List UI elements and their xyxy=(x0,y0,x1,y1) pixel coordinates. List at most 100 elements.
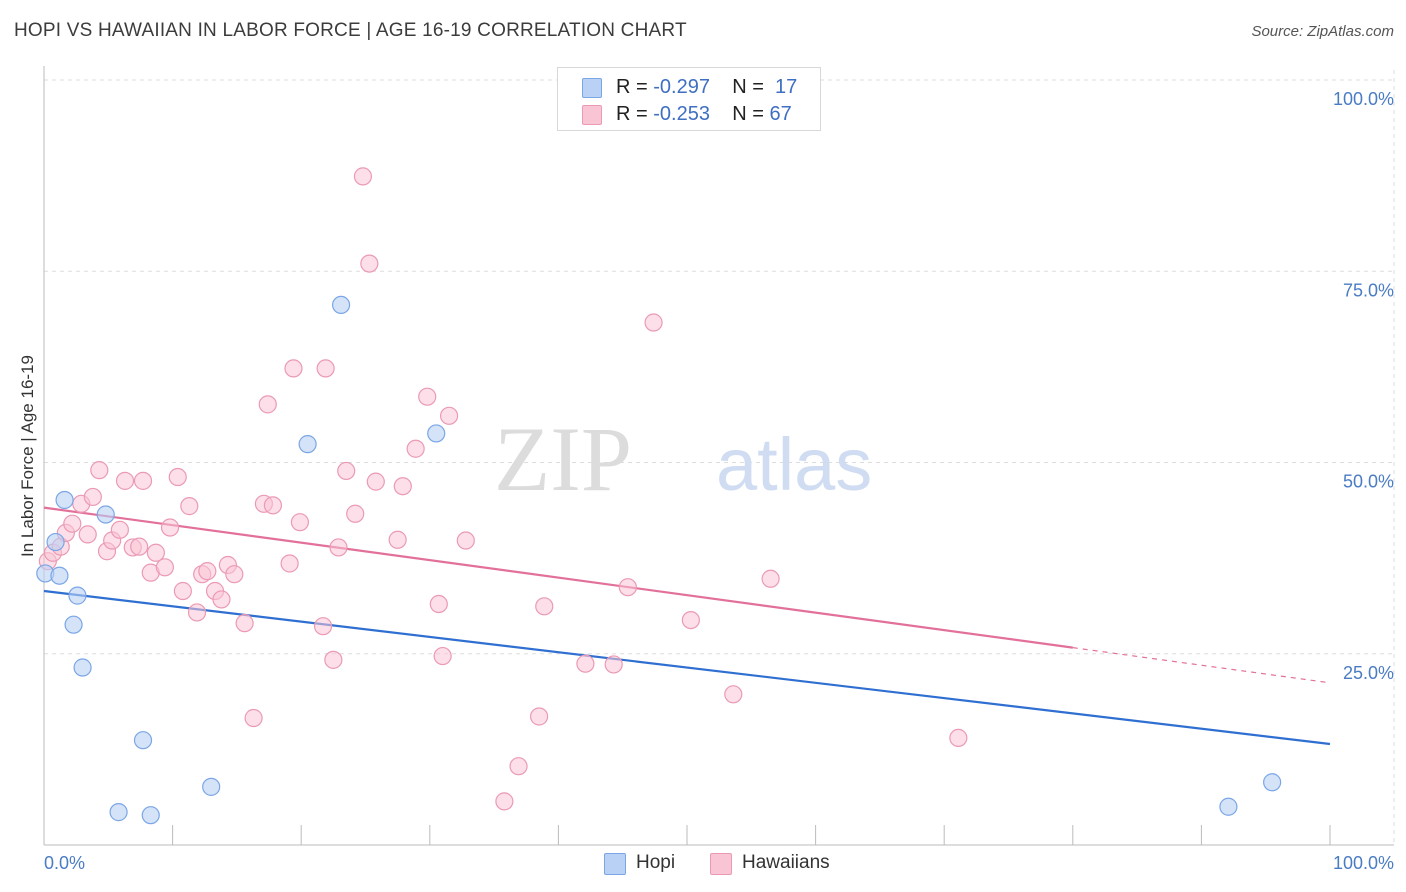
y-tick-label: 25.0% xyxy=(1343,663,1394,683)
hawaiians-point xyxy=(949,728,968,748)
watermark-atlas: atlas xyxy=(716,423,872,506)
hopi-r-value: -0.297 xyxy=(653,76,710,98)
hawaiians-point xyxy=(530,707,549,726)
hawaiians-point xyxy=(456,531,475,550)
hopi-point xyxy=(68,586,87,605)
hawaiians-point xyxy=(146,543,165,562)
hawaiians-point xyxy=(235,614,254,633)
hopi-legend-swatch xyxy=(604,853,626,875)
hawaiians-point xyxy=(225,565,244,584)
data-points xyxy=(36,167,1282,825)
trendlines xyxy=(43,506,1331,746)
hawaiians-point xyxy=(495,792,514,811)
hopi-n-value: 17 xyxy=(775,76,798,98)
source-label: Source: ZipAtlas.com xyxy=(1251,23,1394,40)
hopi-trendline xyxy=(43,589,1331,746)
hawaiians-point xyxy=(724,685,743,704)
hawaiians-point xyxy=(280,554,299,573)
x-tick-label: 0.0% xyxy=(44,853,85,873)
hawaiians-point xyxy=(160,518,180,537)
hawaiians-point xyxy=(439,406,459,425)
hawaiians-point xyxy=(535,597,554,616)
hawaiians-point xyxy=(337,461,356,481)
hawaiians-trendline xyxy=(43,506,1073,649)
hawaiians-point xyxy=(284,359,303,378)
hawaiians-point xyxy=(329,538,348,557)
hawaiians-point xyxy=(324,650,343,669)
hawaiians-point xyxy=(198,562,217,581)
hopi-legend-label: Hopi xyxy=(636,852,676,873)
hopi-point xyxy=(109,803,128,822)
hawaiians-point xyxy=(133,471,153,490)
hawaiians-n-value: 67 xyxy=(769,103,792,125)
hawaiians-point xyxy=(433,646,452,666)
hawaiians-swatch xyxy=(582,105,602,125)
hawaiians-point xyxy=(212,590,231,609)
hopi-point xyxy=(64,615,83,634)
hawaiians-point xyxy=(388,530,407,549)
hopi-n-label: N = xyxy=(732,76,764,98)
hawaiians-point xyxy=(681,610,700,630)
hawaiians-n-label: N = xyxy=(732,103,764,125)
hopi-point xyxy=(133,731,153,750)
hawaiians-point xyxy=(110,520,129,539)
y-tick-label: 75.0% xyxy=(1343,280,1394,300)
hawaiians-point xyxy=(576,654,595,673)
tick-labels: 25.0% 50.0% 75.0% 100.0% 0.0% 100.0% xyxy=(44,89,1394,873)
hawaiians-point xyxy=(63,514,82,533)
hawaiians-r-label: R = xyxy=(616,103,648,125)
hawaiians-point xyxy=(290,513,310,532)
y-tick-label: 50.0% xyxy=(1343,472,1394,492)
hawaiians-point xyxy=(313,617,333,636)
watermark: ZIP atlas xyxy=(494,408,872,510)
hawaiians-point xyxy=(244,708,263,728)
x-tick-label: 100.0% xyxy=(1333,853,1394,873)
hopi-point xyxy=(73,658,92,677)
hopi-swatch xyxy=(582,78,602,98)
hawaiians-point xyxy=(618,578,637,597)
chart-title: HOPI VS HAWAIIAN IN LABOR FORCE | AGE 16… xyxy=(14,20,687,41)
hawaiians-point xyxy=(83,487,102,507)
hawaiians-point xyxy=(258,395,277,414)
hawaiians-point xyxy=(263,496,283,515)
hawaiians-trendline-extension xyxy=(1072,647,1331,684)
hopi-point xyxy=(50,566,69,585)
hawaiians-point xyxy=(168,467,187,487)
hawaiians-point xyxy=(429,594,448,614)
hawaiians-point xyxy=(78,525,97,544)
hawaiians-point xyxy=(509,757,528,776)
hawaiians-point xyxy=(393,477,412,496)
hawaiians-point xyxy=(90,461,109,480)
axes xyxy=(43,66,1394,846)
hawaiians-point xyxy=(115,471,135,490)
hawaiians-point xyxy=(155,558,174,577)
hawaiians-point xyxy=(130,537,149,556)
hawaiians-point xyxy=(604,655,623,674)
hopi-r-label: R = xyxy=(616,76,648,98)
hawaiians-legend-label: Hawaiians xyxy=(742,852,830,873)
y-axis-label: In Labor Force | Age 16-19 xyxy=(18,355,37,557)
watermark-zip: ZIP xyxy=(494,408,632,510)
hopi-point xyxy=(55,490,74,510)
hopi-point xyxy=(298,435,317,454)
hawaiians-point xyxy=(346,504,365,523)
hopi-point xyxy=(1263,773,1282,792)
y-tick-label: 100.0% xyxy=(1333,89,1394,109)
hawaiians-point xyxy=(173,581,192,601)
hawaiians-point xyxy=(353,167,373,186)
hawaiians-legend-swatch xyxy=(710,853,732,875)
stats-legend: R = -0.297 N = 17 R = -0.253 N = 67 xyxy=(557,67,821,131)
hawaiians-point xyxy=(366,472,385,491)
hawaiians-point xyxy=(316,359,335,378)
hopi-point xyxy=(1219,797,1238,816)
hawaiians-point xyxy=(360,254,379,273)
hawaiians-r-value: -0.253 xyxy=(653,103,710,125)
hawaiians-point xyxy=(761,569,780,588)
hawaiians-point xyxy=(418,387,437,406)
hawaiians-point xyxy=(180,497,199,516)
hopi-point xyxy=(46,532,65,552)
hopi-point xyxy=(96,505,115,524)
hopi-point xyxy=(141,806,160,825)
hawaiians-point xyxy=(187,603,207,622)
